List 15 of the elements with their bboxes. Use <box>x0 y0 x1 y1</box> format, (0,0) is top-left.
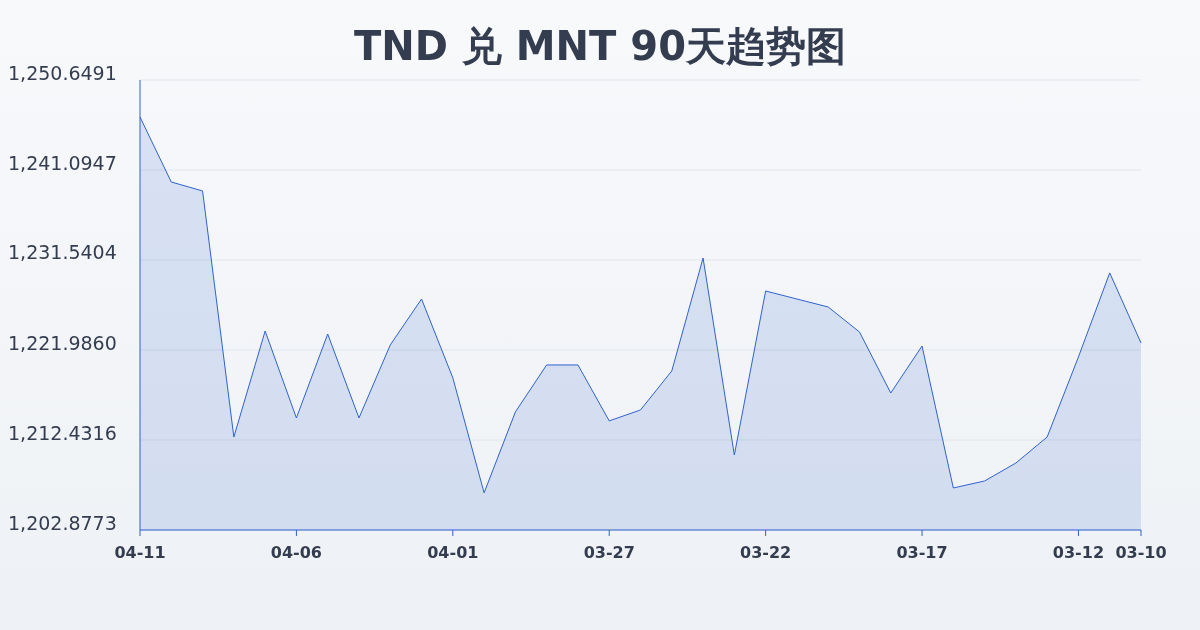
x-tick-label: 03-12 <box>1052 543 1105 562</box>
y-tick-label: 1,250.6491 <box>8 61 117 84</box>
x-tick-label: 03-10 <box>1115 543 1167 562</box>
x-tick-label: 03-27 <box>583 543 635 562</box>
x-tick-label: 04-06 <box>270 543 322 562</box>
y-tick-label: 1,202.8773 <box>8 511 117 534</box>
y-tick-label: 1,241.0947 <box>8 151 117 174</box>
y-tick-label: 1,221.9860 <box>8 331 117 354</box>
x-tick-label: 03-22 <box>740 543 792 562</box>
y-tick-label: 1,212.4316 <box>8 421 117 444</box>
x-tick-label: 04-01 <box>427 543 479 562</box>
x-tick-label: 04-11 <box>114 543 166 562</box>
y-tick-label: 1,231.5404 <box>8 241 117 264</box>
x-tick-label: 03-17 <box>896 543 948 562</box>
chart-title: TND 兑 MNT 90天趋势图 <box>354 23 846 69</box>
